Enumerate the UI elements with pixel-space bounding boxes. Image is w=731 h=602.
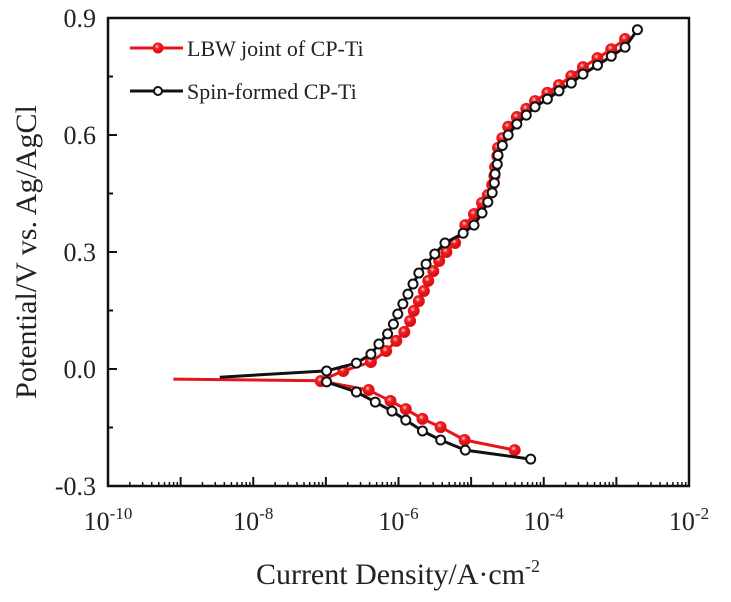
cathodic-point-spin-formed bbox=[321, 376, 333, 388]
anodic-point-spin-formed bbox=[476, 207, 488, 219]
legend-label-spin-formed: Spin-formed CP-Ti bbox=[187, 79, 357, 104]
anodic-point-spin-formed bbox=[392, 308, 404, 320]
anodic-point-lbw bbox=[390, 334, 403, 347]
y-tick-label: 0.0 bbox=[64, 355, 97, 384]
anodic-point-spin-formed bbox=[397, 298, 409, 310]
x-tick-base: 10 bbox=[233, 507, 259, 536]
anodic-point-spin-formed bbox=[492, 149, 504, 161]
anodic-point-spin-formed bbox=[482, 196, 494, 208]
y-tick-label: 0.3 bbox=[64, 238, 97, 267]
anodic-point-spin-formed bbox=[619, 41, 631, 53]
y-tick-label: 0.6 bbox=[64, 121, 97, 150]
anodic-point-lbw bbox=[398, 325, 411, 338]
anodic-point-spin-formed bbox=[496, 140, 508, 152]
anodic-point-lbw bbox=[404, 315, 417, 328]
x-tick-exponent: -6 bbox=[404, 504, 418, 523]
cathodic-point-lbw bbox=[508, 444, 521, 457]
anodic-point-spin-formed bbox=[350, 357, 362, 369]
y-axis-title: Potential/V vs. Ag/AgCl bbox=[10, 105, 43, 399]
legend-label-lbw: LBW joint of CP-Ti bbox=[187, 36, 364, 61]
anodic-point-lbw bbox=[417, 285, 430, 297]
anodic-point-spin-formed bbox=[457, 227, 469, 239]
series-spin-formed bbox=[219, 24, 643, 465]
cathodic-point-spin-formed bbox=[459, 444, 471, 456]
anodic-point-lbw bbox=[427, 265, 440, 278]
anodic-point-spin-formed bbox=[488, 177, 500, 189]
anodic-point-spin-formed bbox=[605, 50, 617, 62]
anodic-point-spin-formed bbox=[413, 267, 425, 279]
cathodic-point-spin-formed bbox=[386, 405, 398, 417]
x-tick-base: 10 bbox=[669, 507, 695, 536]
x-axis-title: Current Density/A·cm-2 bbox=[256, 556, 540, 591]
anodic-point-spin-formed bbox=[429, 248, 441, 260]
cathodic-point-lbw bbox=[416, 412, 429, 425]
anodic-point-spin-formed bbox=[591, 59, 603, 71]
anodic-point-spin-formed bbox=[541, 93, 553, 105]
cathodic-point-spin-formed bbox=[435, 434, 447, 446]
cathodic-point-spin-formed bbox=[525, 453, 537, 465]
anodic-point-spin-formed bbox=[565, 77, 577, 89]
anodic-point-spin-formed bbox=[420, 258, 432, 270]
cathodic-point-lbw bbox=[458, 433, 471, 446]
anodic-point-spin-formed bbox=[365, 348, 377, 360]
legend: LBW joint of CP-Ti Spin-formed CP-Ti bbox=[130, 36, 364, 104]
anodic-point-spin-formed bbox=[439, 237, 451, 249]
anodic-point-spin-formed bbox=[373, 338, 385, 350]
y-tick-label: -0.3 bbox=[55, 472, 96, 501]
anodic-point-lbw bbox=[422, 274, 435, 287]
x-axis-title-superscript: -2 bbox=[525, 556, 540, 576]
cathodic-point-spin-formed bbox=[350, 386, 362, 398]
anodic-point-lbw bbox=[412, 295, 425, 308]
x-tick-label: 10-10 bbox=[84, 504, 133, 536]
legend-item-spin-formed: Spin-formed CP-Ti bbox=[130, 79, 357, 104]
anodic-point-spin-formed bbox=[502, 129, 514, 141]
x-tick-exponent: -10 bbox=[110, 504, 133, 523]
cathodic-point-lbw bbox=[362, 384, 375, 397]
x-tick-base: 10 bbox=[524, 507, 550, 536]
anodic-point-spin-formed bbox=[631, 24, 643, 36]
anodic-point-spin-formed bbox=[520, 109, 532, 121]
anodic-point-spin-formed bbox=[529, 101, 541, 113]
anodic-point-spin-formed bbox=[321, 365, 333, 377]
legend-marker-lbw bbox=[152, 42, 164, 54]
cathodic-point-lbw bbox=[384, 394, 397, 407]
tick-labels: -0.30.00.30.60.910-10 10-8 10-6 10-4 10-2 bbox=[55, 4, 709, 536]
legend-item-lbw: LBW joint of CP-Ti bbox=[130, 36, 364, 61]
x-tick-exponent: -2 bbox=[695, 504, 709, 523]
anodic-point-lbw bbox=[407, 304, 420, 317]
anodic-point-spin-formed bbox=[402, 288, 414, 300]
x-tick-label: 10-4 bbox=[524, 504, 565, 536]
cathodic-point-spin-formed bbox=[369, 396, 381, 408]
x-tick-exponent: -8 bbox=[259, 504, 273, 523]
anodic-point-spin-formed bbox=[577, 68, 589, 80]
cathodic-point-spin-formed bbox=[416, 425, 428, 437]
y-tick-label: 0.9 bbox=[64, 4, 97, 33]
x-tick-label: 10-6 bbox=[378, 504, 418, 536]
anodic-point-spin-formed bbox=[553, 85, 565, 97]
anodic-point-spin-formed bbox=[382, 328, 394, 340]
anodic-point-spin-formed bbox=[511, 118, 523, 130]
legend-marker-spin-formed bbox=[153, 86, 163, 96]
anodic-point-spin-formed bbox=[489, 168, 501, 180]
x-tick-base: 10 bbox=[378, 507, 404, 536]
cathodic-point-lbw bbox=[399, 403, 412, 416]
anodic-point-spin-formed bbox=[491, 158, 503, 170]
x-tick-label: 10-8 bbox=[233, 504, 273, 536]
x-tick-label: 10-2 bbox=[669, 504, 709, 536]
x-tick-base: 10 bbox=[84, 507, 110, 536]
cathodic-point-lbw bbox=[434, 421, 447, 434]
anodic-point-spin-formed bbox=[486, 187, 498, 199]
ticks-layer bbox=[108, 17, 687, 487]
anodic-point-lbw bbox=[380, 345, 393, 358]
x-tick-exponent: -4 bbox=[550, 504, 565, 523]
anodic-point-spin-formed bbox=[407, 278, 419, 290]
anodic-point-spin-formed bbox=[387, 318, 399, 330]
series-layer bbox=[173, 24, 643, 465]
anodic-point-spin-formed bbox=[468, 219, 480, 231]
cathodic-point-spin-formed bbox=[400, 414, 412, 426]
